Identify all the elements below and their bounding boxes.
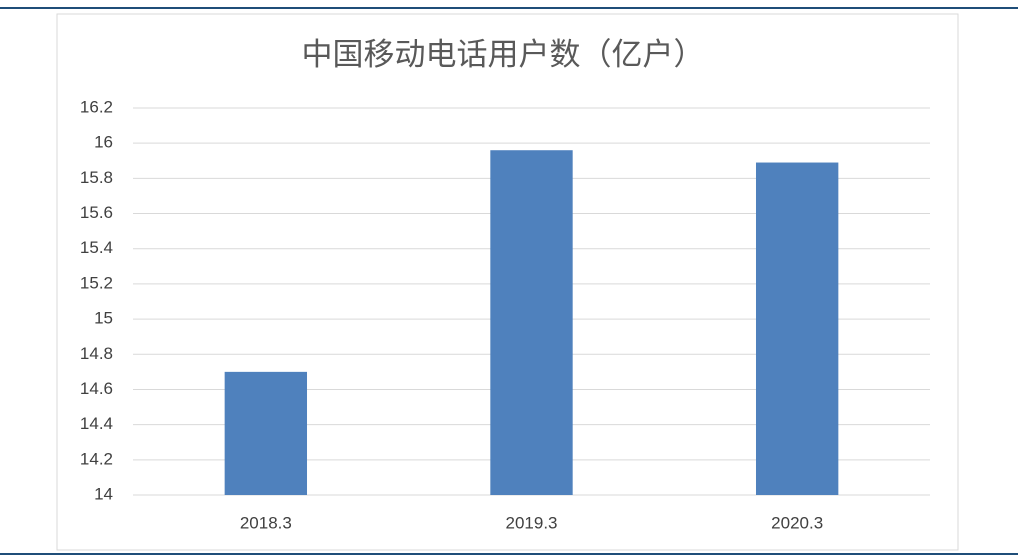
y-tick-label: 15.8 bbox=[80, 168, 113, 187]
y-tick-label: 15.4 bbox=[80, 238, 113, 257]
y-tick-label: 16.2 bbox=[80, 97, 113, 116]
chart-title: 中国移动电话用户数（亿户） bbox=[302, 37, 705, 72]
y-tick-label: 15 bbox=[94, 309, 113, 328]
bar bbox=[490, 150, 573, 495]
x-tick-label: 2018.3 bbox=[240, 513, 292, 532]
y-tick-label: 15.6 bbox=[80, 203, 113, 222]
y-tick-label: 15.2 bbox=[80, 273, 113, 292]
x-tick-label: 2019.3 bbox=[506, 513, 558, 532]
x-tick-label: 2020.3 bbox=[771, 513, 823, 532]
y-tick-label: 14.2 bbox=[80, 449, 113, 468]
y-tick-label: 14.8 bbox=[80, 344, 113, 363]
bar bbox=[755, 162, 839, 496]
y-tick-label: 14 bbox=[94, 484, 113, 503]
y-tick-label: 16 bbox=[94, 133, 113, 152]
bar bbox=[224, 371, 308, 495]
y-tick-label: 14.4 bbox=[80, 414, 113, 433]
y-tick-label: 14.6 bbox=[80, 379, 113, 398]
